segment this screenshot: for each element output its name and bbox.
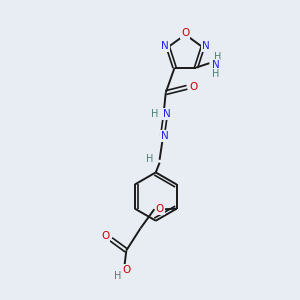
Text: O: O xyxy=(189,82,198,92)
Text: N: N xyxy=(202,41,209,51)
Text: H: H xyxy=(152,109,159,119)
Text: H: H xyxy=(214,52,221,62)
Text: O: O xyxy=(101,231,109,241)
Text: H: H xyxy=(212,69,220,80)
Text: N: N xyxy=(163,109,171,119)
Text: O: O xyxy=(181,28,190,38)
Text: N: N xyxy=(212,60,220,70)
Text: O: O xyxy=(122,265,130,275)
Text: N: N xyxy=(161,131,169,141)
Text: O: O xyxy=(155,204,164,214)
Text: H: H xyxy=(114,271,121,281)
Text: H: H xyxy=(146,154,154,164)
Text: N: N xyxy=(161,41,169,51)
